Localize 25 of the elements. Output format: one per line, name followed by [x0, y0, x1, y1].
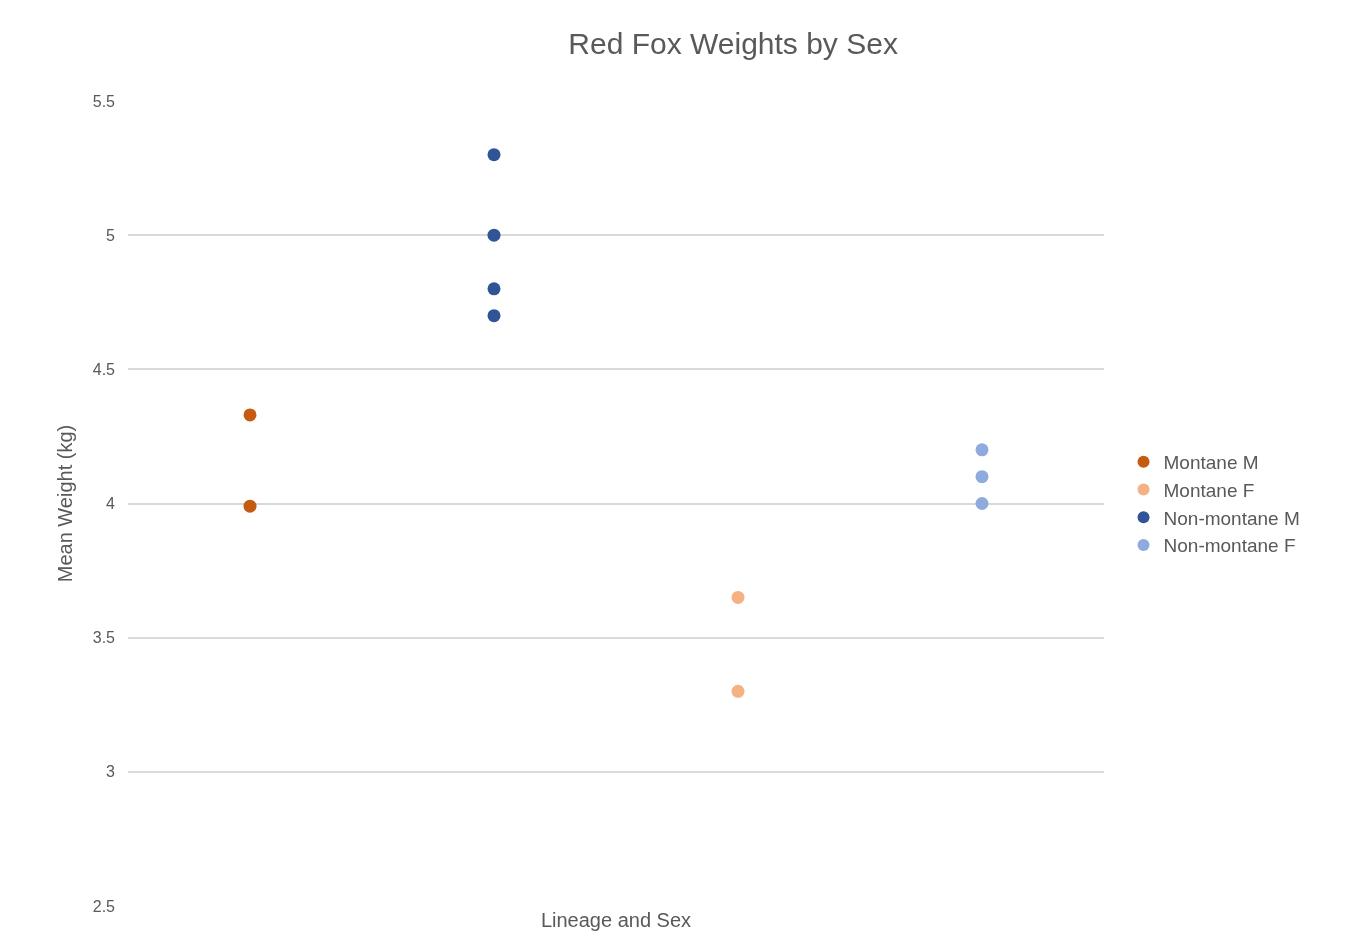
y-axis-title: Mean Weight (kg): [54, 424, 77, 583]
point: [975, 470, 989, 484]
point: [731, 590, 745, 604]
legend-label: Non-montane F: [1163, 535, 1296, 557]
y-tick-label: 3.5: [92, 629, 116, 647]
point: [975, 497, 989, 510]
chart-title: Red Fox Weights by Sex: [568, 27, 898, 61]
point: [243, 408, 257, 422]
point: [487, 228, 501, 242]
point: [487, 148, 501, 162]
point: [487, 282, 501, 296]
y-tick-label: 2.5: [92, 897, 116, 915]
y-tick-label: 4: [106, 495, 116, 513]
y-tick-label: 5.5: [92, 92, 116, 110]
legend-label: Montane F: [1163, 479, 1255, 501]
y-tick-label: 3: [106, 763, 116, 781]
y-tick-label: 5: [106, 226, 116, 244]
point: [731, 684, 745, 698]
point: [975, 443, 989, 457]
legend-label: Non-montane M: [1163, 507, 1300, 529]
legend-label: Montane M: [1163, 452, 1259, 474]
y-tick-label: 4.5: [92, 360, 116, 378]
point: [487, 309, 501, 323]
point: [243, 499, 257, 513]
x-axis-title: Lineage and Sex: [540, 908, 692, 931]
